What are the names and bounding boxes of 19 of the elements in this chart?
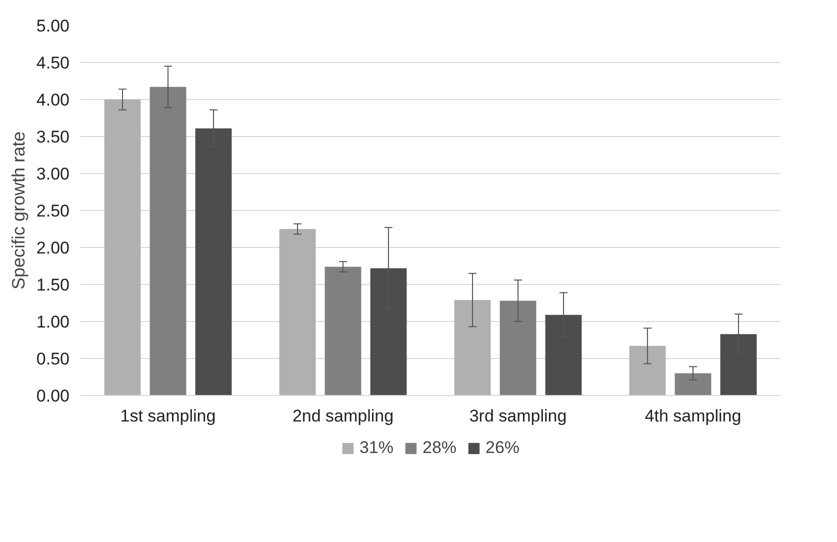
y-tick-label: 5.00 bbox=[36, 16, 70, 36]
y-tick-label: 2.50 bbox=[36, 202, 70, 220]
x-tick-label: 1st sampling bbox=[120, 406, 216, 426]
y-tick-label: 4.50 bbox=[36, 54, 70, 72]
y-tick-label: 4.00 bbox=[36, 90, 70, 110]
y-tick-label: 2.00 bbox=[36, 238, 70, 258]
y-tick-label: 1.00 bbox=[36, 312, 70, 332]
y-tick-label: 0.50 bbox=[36, 350, 70, 368]
legend-label: 28% bbox=[422, 438, 457, 458]
y-tick-label: 1.50 bbox=[36, 276, 70, 294]
y-tick-label: 0.00 bbox=[36, 386, 70, 406]
x-tick-label: 2nd sampling bbox=[292, 406, 394, 426]
y-axis-title: Specific growth rate bbox=[8, 131, 28, 290]
legend-label: 26% bbox=[486, 438, 520, 458]
x-tick-label: 4th sampling bbox=[644, 406, 742, 426]
y-tick-label: 3.50 bbox=[36, 128, 70, 146]
y-tick-label: 3.00 bbox=[36, 164, 70, 184]
x-tick-label: 3rd sampling bbox=[469, 406, 567, 426]
legend-label: 31% bbox=[359, 438, 394, 458]
